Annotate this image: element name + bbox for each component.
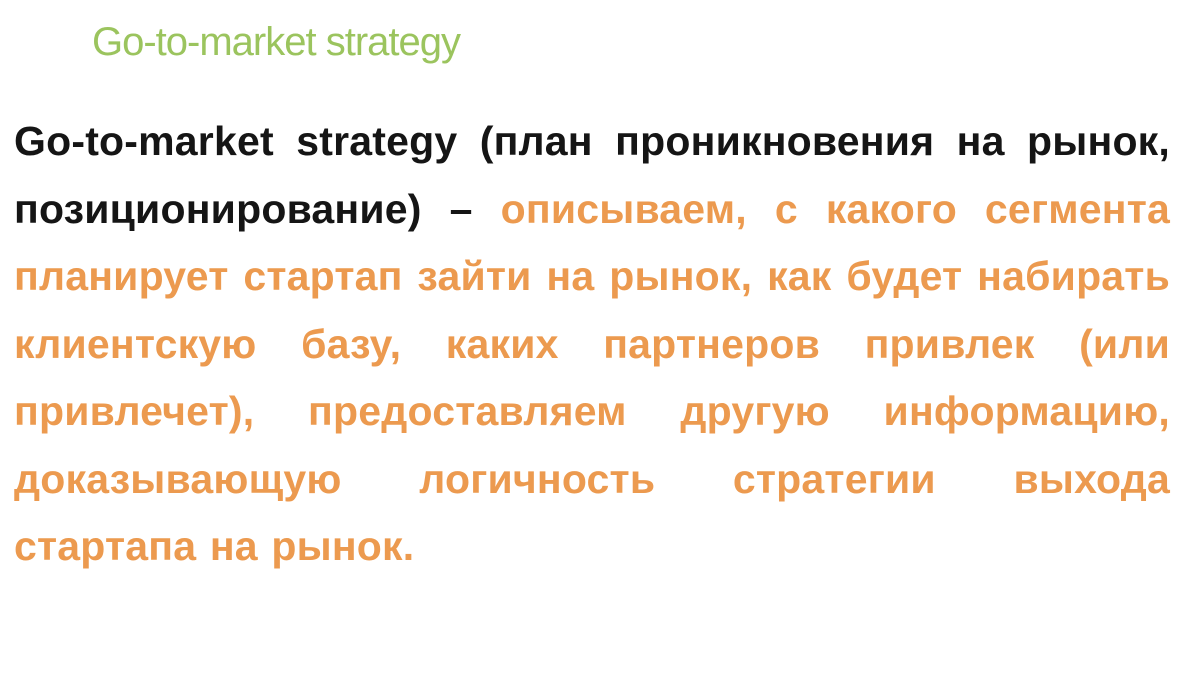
- body-highlighted-text: описываем, с какого сегмента планирует с…: [14, 185, 1170, 570]
- body-lead-text: Go-to-market strategy (план проникновени…: [14, 118, 1170, 232]
- slide-title: Go-to-market strategy: [92, 20, 461, 64]
- slide-body-paragraph: Go-to-market strategy (план проникновени…: [14, 108, 1170, 581]
